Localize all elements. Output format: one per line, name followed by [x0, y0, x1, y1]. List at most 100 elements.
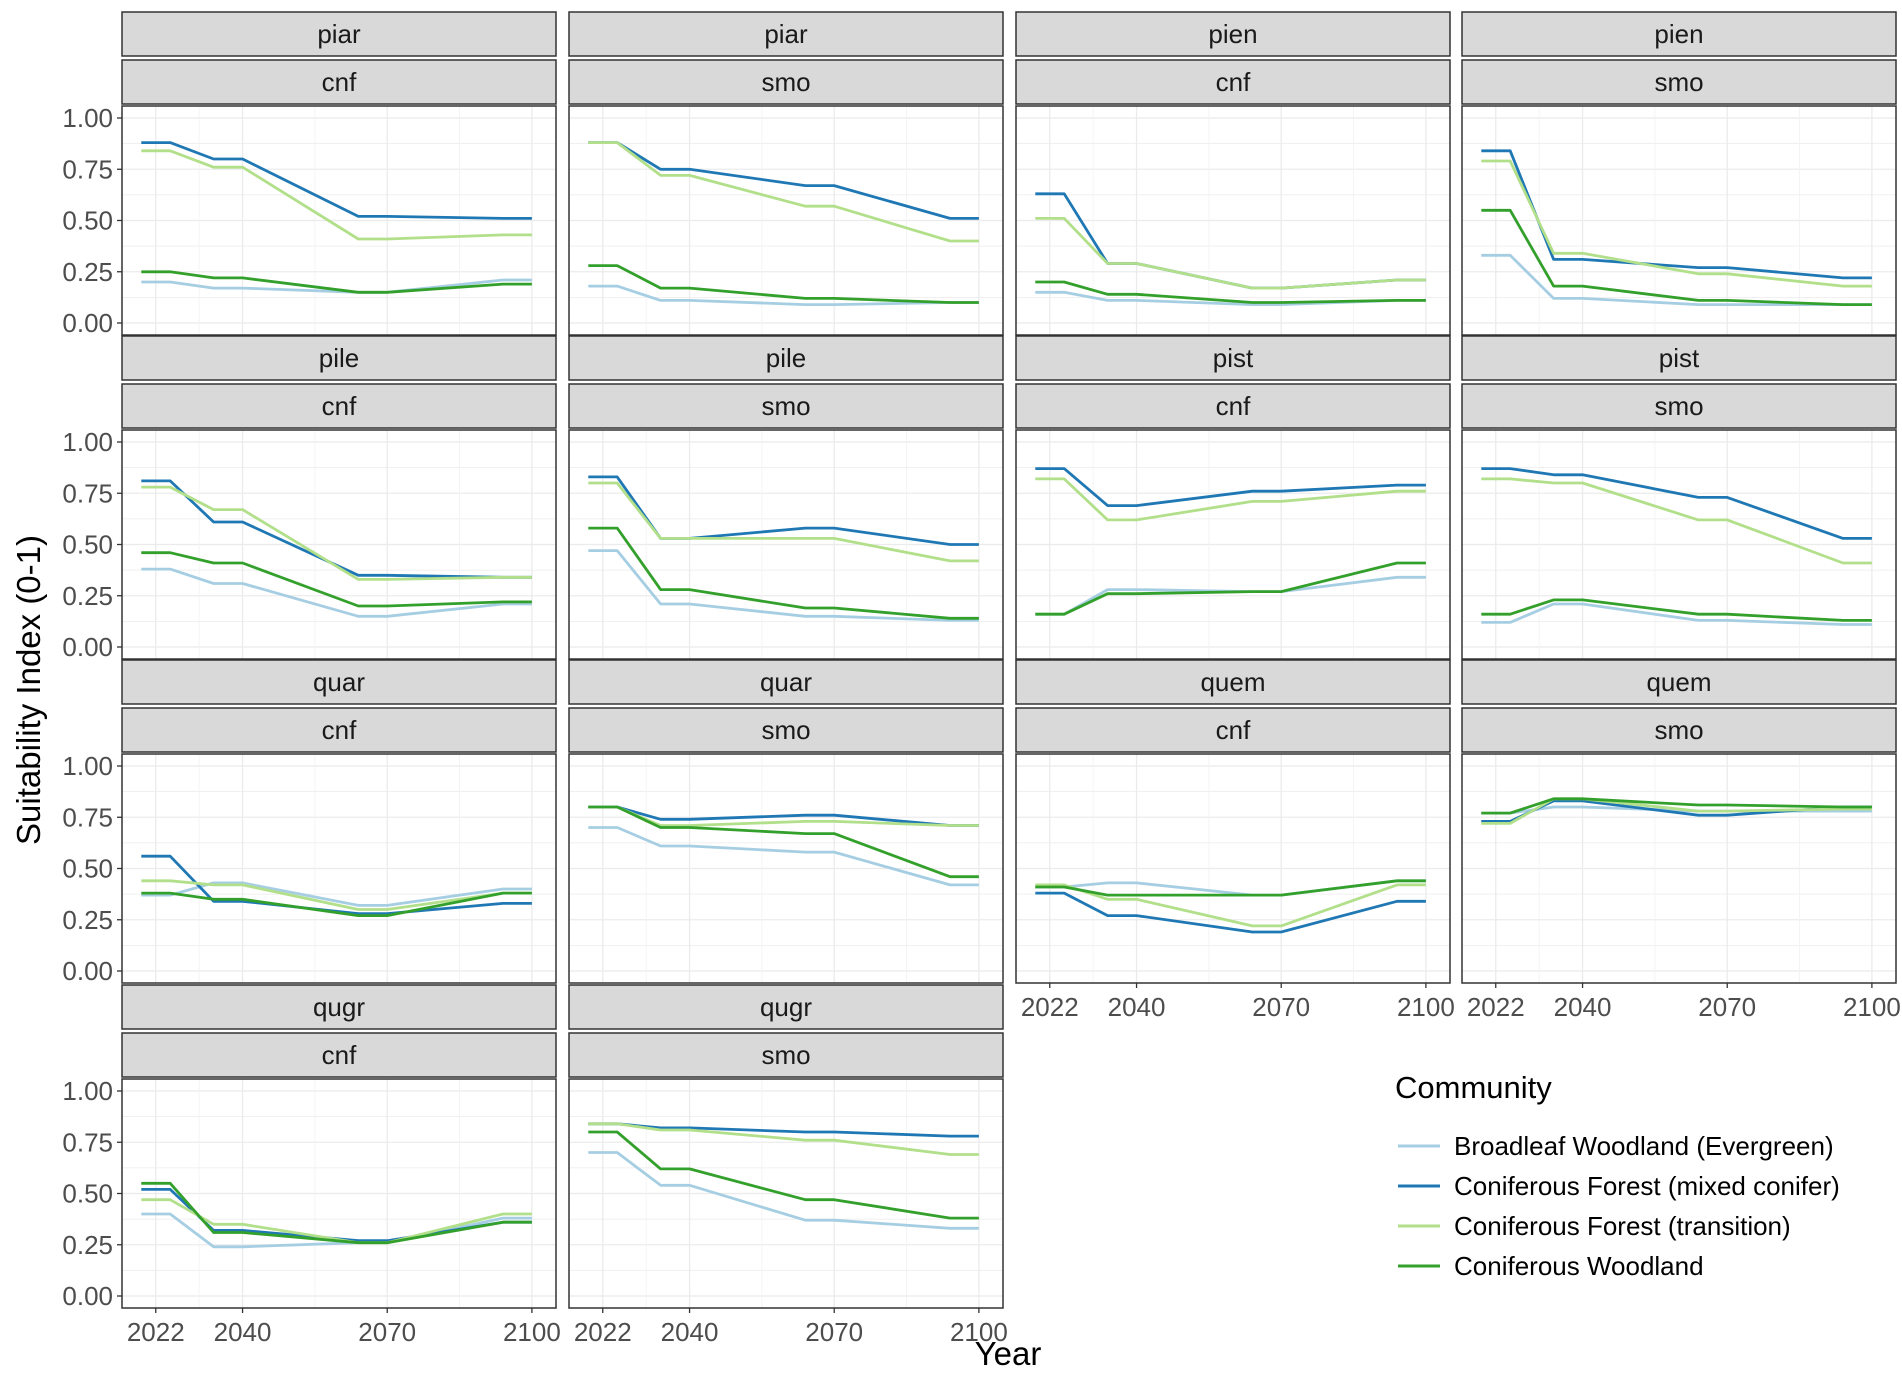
legend-label: Broadleaf Woodland (Evergreen) — [1454, 1131, 1834, 1161]
legend-title: Community — [1395, 1070, 1552, 1105]
series-line — [1481, 797, 1872, 825]
strip-label: cnf — [322, 67, 357, 97]
facet-panel-qugr-smo: qugr smo 2022 2040 2070 2100 — [568, 984, 1008, 1347]
facet-strip-species: pist — [1461, 335, 1897, 381]
y-tick-label: 0.75 — [62, 478, 113, 508]
gridlines — [568, 1079, 1003, 1308]
strip-label: pile — [319, 343, 359, 373]
strip-label: qugr — [313, 992, 365, 1022]
series-lines — [1035, 192, 1426, 306]
facet-strip-scenario: smo — [568, 383, 1004, 429]
series-lines — [588, 1122, 979, 1230]
panel-border — [1461, 105, 1897, 336]
strip-label: smo — [1654, 391, 1703, 421]
x-tick-label: 2070 — [1252, 992, 1310, 1022]
strip-background — [121, 335, 557, 381]
facet-strip-scenario: smo — [1461, 59, 1897, 105]
strip-label: smo — [1654, 715, 1703, 745]
facet-strip-scenario: smo — [1461, 383, 1897, 429]
facet-strip-scenario: cnf — [1015, 59, 1451, 105]
strip-label: cnf — [1216, 715, 1251, 745]
strip-label: cnf — [1216, 67, 1251, 97]
facet-strip-scenario: cnf — [121, 383, 557, 429]
strip-background — [1015, 59, 1451, 105]
strip-background — [568, 1032, 1004, 1078]
y-tick-label: 0.00 — [62, 1281, 113, 1311]
strip-background — [568, 707, 1004, 753]
strip-background — [1461, 11, 1897, 57]
y-tick-label: 0.00 — [62, 308, 113, 338]
gridlines — [1015, 754, 1450, 983]
series-line — [141, 567, 532, 618]
facet-strip-scenario: smo — [568, 707, 1004, 753]
series-line — [141, 485, 532, 581]
facet-strip-scenario: smo — [568, 59, 1004, 105]
series-line — [1035, 280, 1426, 304]
strip-background — [1015, 659, 1451, 705]
strip-background — [1461, 335, 1897, 381]
facet-strip-species: pist — [1015, 335, 1451, 381]
gridlines — [568, 106, 1003, 335]
panel-border — [1461, 753, 1897, 984]
y-axis-title: Suitability Index (0-1) — [10, 535, 47, 845]
legend-item: Broadleaf Woodland (Evergreen) — [1398, 1131, 1834, 1161]
strip-background — [568, 11, 1004, 57]
legend-item: Coniferous Forest (mixed conifer) — [1398, 1171, 1840, 1201]
strip-background — [1015, 335, 1451, 381]
strip-label: smo — [761, 67, 810, 97]
y-tick-label: 1.00 — [62, 103, 113, 133]
series-line — [1481, 208, 1872, 306]
series-line — [588, 526, 979, 620]
facet-strip-species: quem — [1461, 659, 1897, 705]
x-axis: 2022 2040 2070 2100 — [574, 1308, 1008, 1347]
facet-strip-scenario: cnf — [1015, 707, 1451, 753]
strip-label: quem — [1646, 667, 1711, 697]
series-line — [588, 549, 979, 622]
y-tick-label: 1.00 — [62, 751, 113, 781]
legend: Community Broadleaf Woodland (Evergreen)… — [1395, 1070, 1840, 1281]
x-axis: 2022 2040 2070 2100 — [1467, 983, 1901, 1022]
legend-item: Coniferous Forest (transition) — [1398, 1211, 1791, 1241]
series-lines — [588, 805, 979, 887]
strip-label: smo — [761, 1040, 810, 1070]
legend-label: Coniferous Forest (transition) — [1454, 1211, 1791, 1241]
y-tick-label: 1.00 — [62, 427, 113, 457]
series-lines — [141, 141, 532, 294]
series-lines — [1481, 467, 1872, 626]
y-tick-label: 0.00 — [62, 632, 113, 662]
y-tick-label: 0.50 — [62, 530, 113, 560]
x-tick-label: 2070 — [1698, 992, 1756, 1022]
y-axis: 0.00 0.25 0.50 0.75 1.00 — [62, 751, 122, 986]
series-line — [141, 149, 532, 241]
facet-strip-scenario: cnf — [121, 1032, 557, 1078]
strip-background — [121, 11, 557, 57]
facet-panel-quem-cnf: quem cnf 2022 2040 2070 2100 — [1015, 659, 1455, 1022]
facet-panel-piar-smo: piar smo — [568, 11, 1004, 336]
y-tick-label: 0.00 — [62, 956, 113, 986]
panel-border — [568, 429, 1004, 660]
facet-panel-quem-smo: quem smo 2022 2040 2070 2100 — [1461, 659, 1901, 1022]
series-line — [588, 1130, 979, 1220]
facet-strip-scenario: cnf — [121, 707, 557, 753]
series-line — [1035, 891, 1426, 934]
facet-strip-species: pile — [121, 335, 557, 381]
y-tick-label: 0.50 — [62, 854, 113, 884]
x-tick-label: 2040 — [214, 1317, 272, 1347]
x-tick-label: 2022 — [127, 1317, 185, 1347]
facet-strip-scenario: smo — [1461, 707, 1897, 753]
panel-border — [568, 1078, 1004, 1309]
facet-strip-species: pile — [568, 335, 1004, 381]
facet-strip-species: quar — [121, 659, 557, 705]
series-line — [141, 551, 532, 608]
x-tick-label: 2022 — [574, 1317, 632, 1347]
strip-background — [568, 659, 1004, 705]
strip-background — [121, 707, 557, 753]
series-line — [1035, 561, 1426, 616]
facet-strip-species: qugr — [121, 984, 557, 1030]
facet-panel-quar-smo: quar smo — [568, 659, 1004, 984]
strip-background — [1015, 11, 1451, 57]
series-lines — [1035, 467, 1426, 616]
series-lines — [588, 475, 979, 622]
strip-background — [121, 984, 557, 1030]
